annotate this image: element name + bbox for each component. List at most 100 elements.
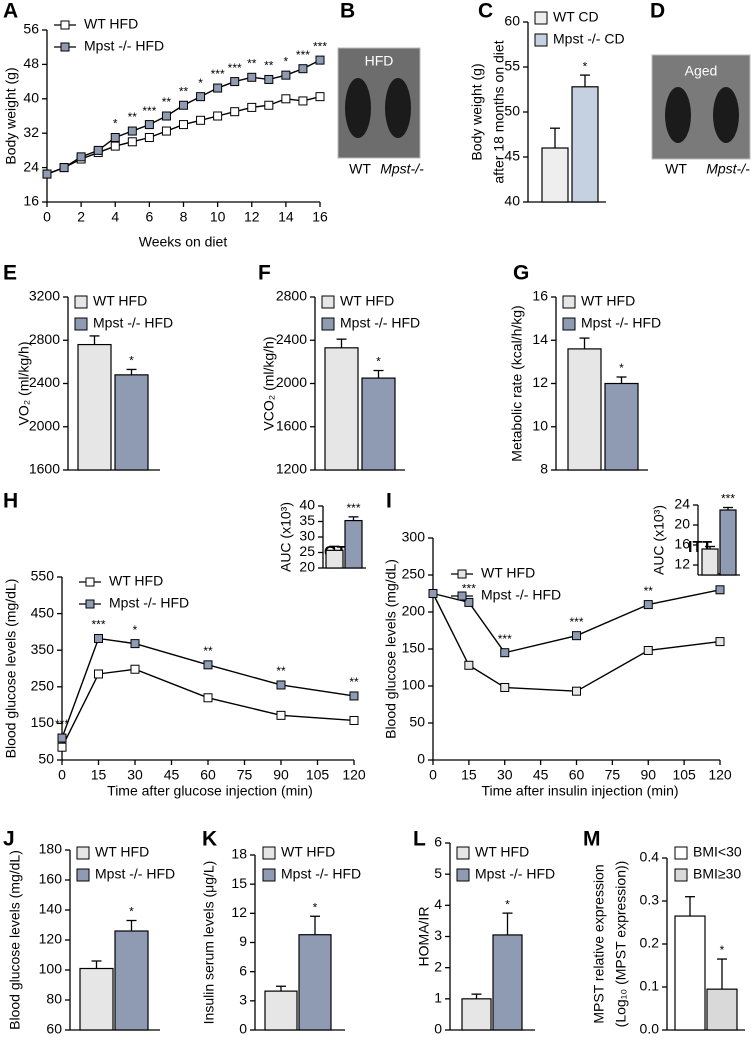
marker (110, 141, 120, 151)
bar (361, 377, 396, 471)
x-tick-label: 15 (91, 767, 107, 783)
y-axis-label: HOMA/IR (416, 907, 432, 967)
legend-label: Mpst -/- HFD (84, 38, 164, 54)
y-tick-label: 200 (402, 603, 426, 619)
mouse (345, 78, 371, 138)
marker (127, 137, 137, 147)
marker (247, 72, 257, 82)
legend-marker (457, 591, 467, 601)
panel-letter: G (513, 262, 529, 285)
x-tick-label: 0 (58, 767, 66, 783)
y-tick-label: 50 (504, 103, 520, 119)
x-tick-label: 2 (77, 209, 85, 225)
y-tick-label: 0.0 (640, 1021, 660, 1037)
legend-marker (60, 20, 70, 30)
x-tick-label: 10 (210, 209, 226, 225)
y-axis-label: Metabolic rate (kcal/h/kg) (509, 305, 525, 461)
y-tick-label: 2000 (29, 417, 60, 433)
bar (492, 934, 523, 1031)
y-tick-label: 16 (23, 193, 39, 209)
legend-swatch (674, 868, 688, 882)
photo-d: D Aged WT Mpst-/- (650, 0, 751, 177)
bar (604, 382, 639, 471)
bar (344, 519, 363, 569)
significance: * (113, 117, 118, 131)
x-tick-label: 120 (342, 767, 366, 783)
photo-b: B HFD WT Mpst-/- (337, 0, 424, 177)
y-axis-label: after 18 months on diet (491, 40, 507, 183)
photo-title: Aged (685, 63, 718, 79)
panel-letter: M (583, 828, 601, 851)
marker (130, 639, 140, 649)
x-tick-label: 60 (569, 767, 585, 783)
marker (315, 55, 325, 65)
y-tick-label: 20 (299, 559, 315, 575)
bar (114, 930, 149, 1031)
marker (179, 120, 188, 130)
y-tick-label: 12 (532, 374, 548, 390)
legend-label: WT HFD (95, 844, 149, 860)
bar (298, 934, 332, 1031)
y-tick-label: 40 (504, 193, 520, 209)
bar (77, 343, 112, 471)
y-tick-label: 100 (402, 677, 426, 693)
legend-swatch (74, 295, 88, 309)
marker (715, 585, 725, 595)
significance: *** (569, 615, 583, 629)
legend-label: Mpst -/- HFD (109, 595, 189, 611)
significance: *** (296, 48, 310, 62)
x-axis-label: Time after glucose injection (min) (107, 783, 313, 799)
y-axis-label: Body weight (g) (3, 67, 19, 164)
significance: ** (179, 84, 189, 98)
y-tick-label: 0.4 (640, 849, 660, 865)
y-tick-label: 24 (674, 496, 690, 512)
legend-swatch (321, 295, 335, 309)
y-tick-label: 2 (434, 958, 442, 974)
y-tick-label: 60 (46, 1021, 62, 1037)
y-tick-label: 140 (39, 901, 63, 917)
marker (298, 64, 308, 74)
y-axis-label: AUC (x10³) (651, 505, 667, 575)
panel-letter: K (202, 828, 217, 851)
y-tick-label: 1 (434, 990, 442, 1006)
y-axis-label: Insulin serum levels (μg/L) (201, 861, 217, 1025)
y-tick-label: 160 (39, 871, 63, 887)
y-tick-label: 60 (504, 13, 520, 29)
marker (643, 645, 653, 655)
marker (196, 115, 206, 125)
marker (203, 693, 213, 703)
legend-swatch (262, 846, 276, 860)
y-tick-label: 0.2 (640, 935, 660, 951)
y-tick-label: 0 (434, 1021, 442, 1037)
y-tick-label: 30 (299, 528, 315, 544)
y-tick-label: 0 (417, 751, 425, 767)
y-axis-label: Blood glucose levels (mg/dL) (383, 559, 399, 739)
significance: *** (721, 492, 735, 506)
x-tick-label: 75 (237, 767, 253, 783)
bar (264, 990, 298, 1031)
marker (94, 669, 103, 679)
marker (179, 100, 188, 110)
legend-label: Mpst -/- HFD (581, 315, 661, 331)
legend-label: WT HFD (281, 844, 335, 860)
marker (276, 710, 286, 720)
x-tick-label: 16 (312, 209, 328, 225)
legend-label: Mpst -/- HFD (95, 866, 175, 882)
significance: ** (247, 56, 257, 70)
legend-label: WT CD (553, 9, 599, 25)
significance: * (313, 900, 318, 914)
bar (567, 348, 602, 471)
photo-label: WT (349, 161, 371, 177)
legend-swatch (74, 317, 88, 331)
marker (161, 126, 171, 136)
y-tick-label: 120 (39, 931, 63, 947)
marker (715, 637, 725, 647)
panel-letter: B (340, 0, 355, 23)
y-tick-label: 15 (231, 875, 247, 891)
bar (706, 988, 738, 1031)
marker (247, 102, 257, 112)
marker (276, 680, 286, 690)
legend-label: WT HFD (93, 293, 147, 309)
x-tick-label: 30 (127, 767, 143, 783)
y-tick-label: 3 (239, 992, 247, 1008)
